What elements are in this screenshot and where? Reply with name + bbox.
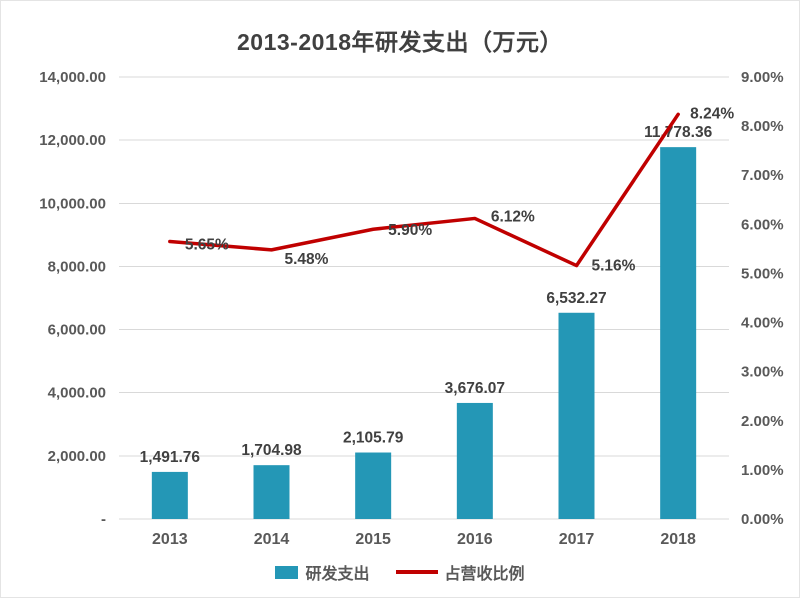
bar-2016	[456, 402, 493, 519]
bar-label-2014: 1,704.98	[241, 442, 302, 459]
legend-swatch-line	[395, 570, 438, 574]
legend-label-rd-spend: 研发支出	[305, 566, 370, 583]
bar-2013	[151, 471, 188, 519]
x-axis-label-2013: 2013	[152, 531, 188, 548]
right-axis-tick: 1.00%	[741, 462, 784, 479]
right-axis-tick: 8.00%	[741, 118, 784, 135]
x-axis-label-2014: 2014	[254, 531, 290, 548]
left-axis-tick: 10,000.00	[39, 195, 106, 212]
right-axis-tick: 4.00%	[741, 315, 784, 332]
bar-label-2016: 3,676.07	[445, 380, 505, 397]
revenue-ratio-line	[168, 112, 680, 268]
left-axis-tick: 2,000.00	[48, 448, 106, 465]
left-axis-tick: 8,000.00	[48, 258, 106, 275]
x-axis-label-2017: 2017	[559, 531, 595, 548]
line-label-2018: 8.24%	[690, 105, 734, 122]
right-axis-tick: 0.00%	[741, 511, 784, 528]
bar-label-2018: 11,778.36	[644, 124, 712, 141]
left-axis-tick: 12,000.00	[39, 132, 106, 149]
x-axis-label-2018: 2018	[660, 531, 696, 548]
left-axis-tick: 14,000.00	[39, 69, 106, 86]
legend-label-revenue-ratio: 占营收比例	[444, 566, 525, 583]
legend-item-rd-spend: 研发支出	[275, 560, 370, 584]
left-axis-tick: 6,000.00	[48, 322, 106, 339]
bar-label-2017: 6,532.27	[546, 290, 606, 307]
bar-label-2015: 2,105.79	[343, 430, 404, 447]
x-axis-label-2015: 2015	[355, 531, 391, 548]
right-axis-tick: 6.00%	[741, 216, 784, 233]
line-label-2014: 5.48%	[285, 251, 329, 268]
right-axis-tick: 3.00%	[741, 364, 784, 381]
chart-title: 2013-2018年研发支出（万元）	[237, 29, 563, 55]
legend-item-revenue-ratio: 占营收比例	[395, 560, 525, 584]
bar-label-2013: 1,491.76	[140, 449, 201, 466]
bar-2014	[253, 465, 290, 519]
line-label-2013: 5.65%	[185, 237, 229, 254]
legend-swatch-bar	[275, 565, 299, 579]
right-axis-tick: 5.00%	[741, 265, 784, 282]
bar-2018	[660, 147, 697, 519]
right-axis-tick: 7.00%	[741, 167, 784, 184]
legend: 研发支出 占营收比例	[1, 560, 799, 584]
bar-2015	[355, 452, 392, 519]
line-label-2017: 5.16%	[592, 258, 636, 275]
x-axis-label-2016: 2016	[457, 531, 493, 548]
right-axis-tick: 9.00%	[741, 69, 784, 86]
right-axis-tick: 2.00%	[741, 413, 784, 430]
left-axis-tick: -	[101, 511, 106, 528]
line-label-2015: 5.90%	[388, 222, 432, 239]
bar-2017	[558, 312, 595, 519]
left-axis-tick: 4,000.00	[48, 385, 106, 402]
line-label-2016: 6.12%	[491, 208, 535, 225]
